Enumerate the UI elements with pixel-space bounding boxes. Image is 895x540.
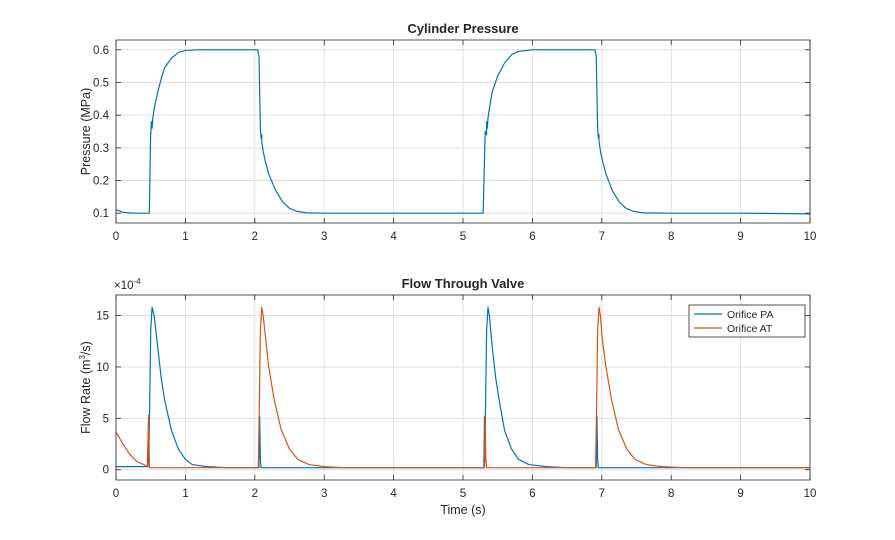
flow-y-tick-label: 10 — [96, 362, 109, 374]
flow-chart-title: Flow Through Valve — [402, 276, 525, 291]
flow-x-tick-label: 10 — [804, 488, 817, 500]
pressure-y-tick-label: 0.4 — [93, 110, 110, 122]
pressure-x-tick-label: 0 — [113, 231, 119, 243]
flow-legend-box — [688, 304, 806, 338]
flow-x-tick-label: 6 — [529, 488, 535, 500]
pressure-x-tick-label: 8 — [668, 231, 674, 243]
pressure-x-tick-label: 2 — [252, 231, 258, 243]
pressure-y-tick-label: 0.5 — [93, 77, 109, 89]
flow-series-line-1 — [115, 306, 810, 469]
pressure-ticks: 0 1 2 3 4 5 6 7 8 9 10 0.1 0.2 0.3 0.4 0.5 0.6 — [93, 40, 816, 243]
flow-series — [115, 306, 810, 469]
flow-y-tick-label: 15 — [96, 311, 109, 323]
flow-x-tick-label: 4 — [390, 488, 397, 500]
pressure-x-tick-label: 4 — [390, 231, 397, 243]
legend-entry-orifice-at: Orifice AT — [694, 323, 773, 335]
pressure-y-tick-label: 0.3 — [93, 143, 109, 155]
flow-y-label-main: Flow Rate (m — [79, 360, 93, 434]
pressure-x-tick-label: 1 — [182, 231, 188, 243]
pressure-chart-title: Cylinder Pressure — [407, 21, 518, 36]
flow-y-tick-label: 5 — [103, 413, 109, 425]
pressure-y-tick-label: 0.1 — [93, 208, 109, 220]
pressure-y-axis-label: Pressure (MPa) — [79, 88, 93, 176]
pressure-x-tick-label: 7 — [599, 231, 605, 243]
cylinder-pressure-axes: 0 1 2 3 4 5 6 7 8 9 10 0.1 0.2 0.3 0.4 0.5 0.6 Cylinder … — [79, 21, 816, 243]
flow-y-tick-label: 0 — [103, 465, 109, 477]
pressure-x-tick-label: 10 — [804, 231, 817, 243]
flow-exponent-base: ×10 — [114, 280, 134, 292]
legend-label-orifice-at: Orifice AT — [727, 323, 773, 335]
flow-x-tick-label: 8 — [668, 488, 674, 500]
flow-y-axis-label: Flow Rate (m3/s) — [78, 341, 93, 434]
pressure-x-tick-label: 5 — [460, 231, 466, 243]
flow-legend: Orifice PA Orifice AT — [688, 304, 806, 338]
flow-exponent-power: -4 — [134, 277, 142, 286]
legend-label-orifice-pa: Orifice PA — [727, 309, 773, 321]
legend-entry-orifice-pa: Orifice PA — [694, 309, 773, 321]
flow-y-exponent: ×10-4 — [114, 277, 141, 292]
flow-x-tick-label: 2 — [252, 488, 258, 500]
pressure-y-tick-label: 0.2 — [93, 176, 109, 188]
pressure-series-line-0 — [115, 49, 811, 215]
flow-through-valve-axes: 0 1 2 3 4 5 6 7 8 9 10 0 5 10 15 Flow Through Valve Ti… — [78, 276, 816, 517]
pressure-x-tick-label: 6 — [529, 231, 535, 243]
flow-x-tick-label: 1 — [182, 488, 188, 500]
flow-x-tick-label: 7 — [599, 488, 605, 500]
pressure-grid — [115, 40, 811, 223]
flow-y-label-tail: /s) — [79, 341, 93, 355]
flow-x-tick-label: 5 — [460, 488, 466, 500]
flow-x-tick-label: 0 — [113, 488, 119, 500]
pressure-x-tick-label: 3 — [321, 231, 327, 243]
pressure-x-tick-label: 9 — [737, 231, 743, 243]
pressure-y-tick-label: 0.6 — [93, 45, 109, 57]
pressure-series — [115, 49, 811, 215]
flow-x-tick-label: 9 — [737, 488, 743, 500]
flow-x-axis-label: Time (s) — [440, 503, 485, 517]
flow-y-label-sup: 3 — [78, 355, 87, 360]
flow-x-tick-label: 3 — [321, 488, 327, 500]
flow-ticks: 0 1 2 3 4 5 6 7 8 9 10 0 5 10 15 — [96, 295, 816, 500]
